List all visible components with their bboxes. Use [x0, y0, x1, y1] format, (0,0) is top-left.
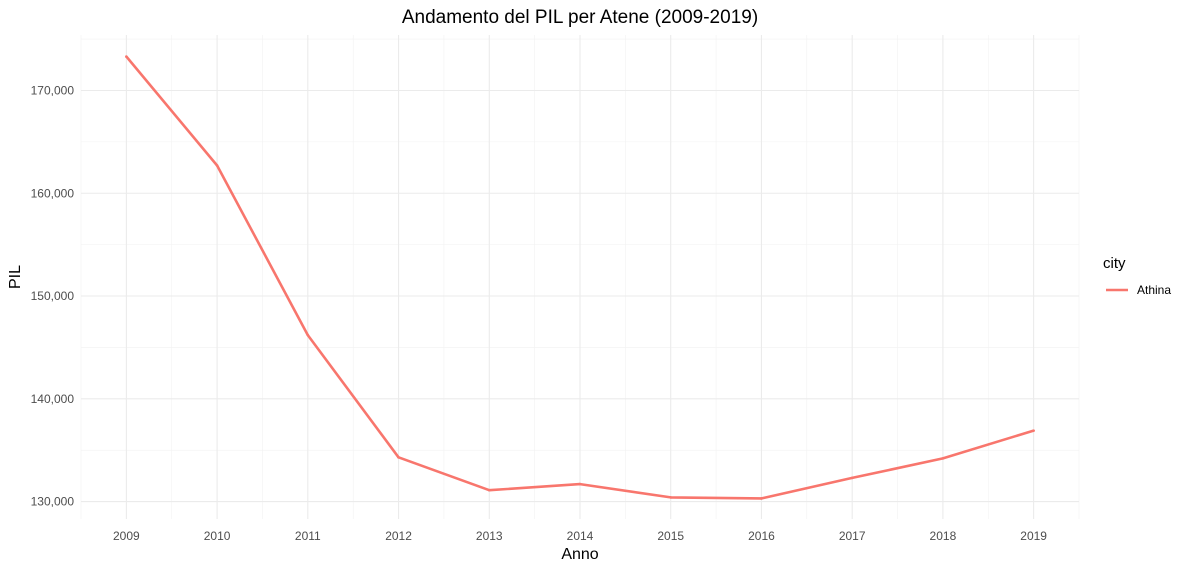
data-point — [397, 456, 400, 459]
x-axis-title: Anno — [561, 546, 598, 563]
series-layer — [125, 55, 1035, 500]
data-point — [850, 476, 854, 480]
y-tick-labels: 130,000 140,000 150,000 160,000 170,000 — [31, 83, 75, 508]
data-point — [215, 164, 219, 167]
y-tick-label: 170,000 — [31, 83, 75, 97]
legend-title: city — [1103, 255, 1126, 272]
chart-title: Andamento del PIL per Atene (2009-2019) — [402, 7, 758, 28]
major-gridlines — [81, 35, 1079, 519]
data-point — [669, 496, 673, 499]
data-point — [1032, 429, 1035, 432]
x-tick-label: 2016 — [748, 529, 775, 543]
data-point — [760, 497, 763, 500]
data-point — [487, 488, 491, 492]
x-tick-label: 2017 — [839, 529, 866, 543]
x-tick-label: 2015 — [657, 529, 684, 543]
x-tick-label: 2012 — [385, 529, 412, 543]
x-tick-label: 2019 — [1020, 529, 1047, 543]
data-point — [125, 55, 128, 58]
data-point — [578, 482, 582, 486]
y-tick-label: 150,000 — [31, 289, 75, 303]
y-axis-title: PIL — [7, 265, 24, 289]
x-tick-label: 2014 — [567, 529, 594, 543]
x-tick-label: 2010 — [204, 529, 231, 543]
x-tick-label: 2018 — [930, 529, 957, 543]
x-tick-label: 2009 — [113, 529, 140, 543]
data-point — [941, 457, 945, 460]
legend-label-athina: Athina — [1137, 283, 1171, 297]
y-tick-label: 130,000 — [31, 495, 75, 509]
data-point — [306, 333, 310, 337]
y-tick-label: 160,000 — [31, 186, 75, 200]
x-tick-label: 2013 — [476, 529, 503, 543]
legend: city Athina — [1103, 255, 1171, 297]
x-tick-labels: 2009 2010 2011 2012 2013 2014 2015 2016 2017 2018… — [113, 529, 1047, 543]
x-tick-label: 2011 — [295, 529, 321, 543]
y-tick-label: 140,000 — [31, 392, 75, 406]
